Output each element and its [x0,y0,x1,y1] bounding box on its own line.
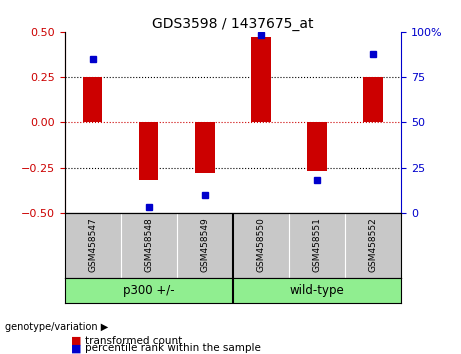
Bar [65,278,233,303]
Text: wild-type: wild-type [290,284,344,297]
Bar [251,37,271,122]
Text: ■: ■ [71,343,82,353]
Text: percentile rank within the sample: percentile rank within the sample [85,343,261,353]
Text: GSM458548: GSM458548 [144,217,153,272]
Bar [307,122,327,171]
Text: transformed count: transformed count [85,336,183,346]
Text: ■: ■ [71,336,82,346]
Bar [363,77,383,122]
Bar [233,278,401,303]
Bar [139,122,159,180]
Text: genotype/variation ▶: genotype/variation ▶ [5,322,108,332]
Bar [195,122,214,173]
Text: p300 +/-: p300 +/- [123,284,174,297]
Text: GSM458552: GSM458552 [368,217,378,272]
Text: GSM458550: GSM458550 [256,217,266,272]
Text: GSM458549: GSM458549 [200,217,209,272]
Title: GDS3598 / 1437675_at: GDS3598 / 1437675_at [152,17,313,31]
Text: GSM458551: GSM458551 [313,217,321,272]
Bar [83,77,102,122]
Text: GSM458547: GSM458547 [88,217,97,272]
